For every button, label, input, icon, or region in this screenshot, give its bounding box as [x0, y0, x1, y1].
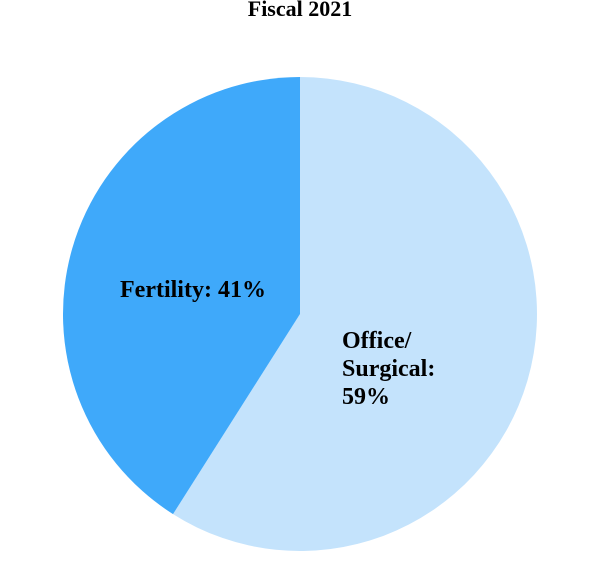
pie-slice-fertility [62, 77, 300, 515]
slice-label-office-surgical: Office/ Surgical: 59% [342, 328, 436, 410]
chart-title: Fiscal 2021 [247, 0, 353, 21]
pie-slice-office-surgical [173, 77, 537, 551]
slice-label-fertility: Fertility: 41% [120, 277, 266, 303]
